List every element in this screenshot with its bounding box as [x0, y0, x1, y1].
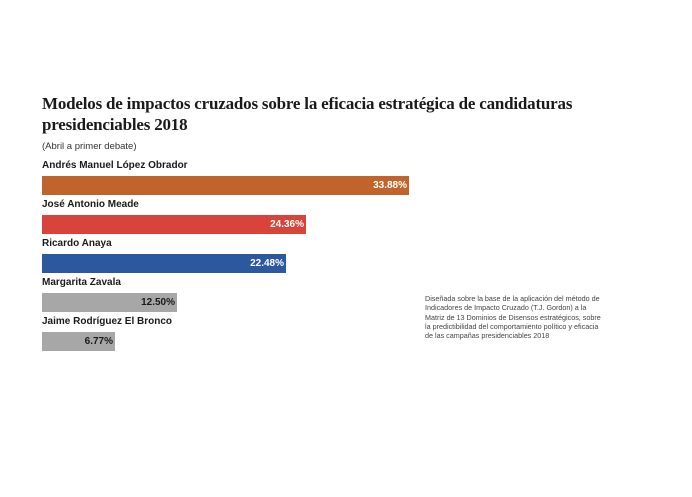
bar-category-label: Margarita Zavala	[42, 277, 121, 288]
bar-category-label: Andrés Manuel López Obrador	[42, 160, 188, 171]
methodology-note: Diseñada sobre la base de la aplicación …	[425, 294, 601, 341]
chart-subtitle: (Abril a primer debate)	[42, 141, 137, 152]
bar: 6.77%	[42, 332, 115, 351]
bar-value-label: 6.77%	[84, 336, 113, 347]
bar-value-label: 12.50%	[141, 297, 175, 308]
bar-value-label: 24.36%	[270, 219, 304, 230]
bar: 24.36%	[42, 215, 306, 234]
bar: 12.50%	[42, 293, 177, 312]
bar-value-label: 33.88%	[373, 180, 407, 191]
bar-category-label: Ricardo Anaya	[42, 238, 112, 249]
bar-category-label: Jaime Rodríguez El Bronco	[42, 316, 173, 327]
chart-title: Modelos de impactos cruzados sobre la ef…	[42, 94, 573, 134]
bar: 33.88%	[42, 176, 409, 195]
bar: 22.48%	[42, 254, 286, 273]
bar-category-label: José Antonio Meade	[42, 199, 139, 210]
bar-value-label: 22.48%	[250, 258, 284, 269]
